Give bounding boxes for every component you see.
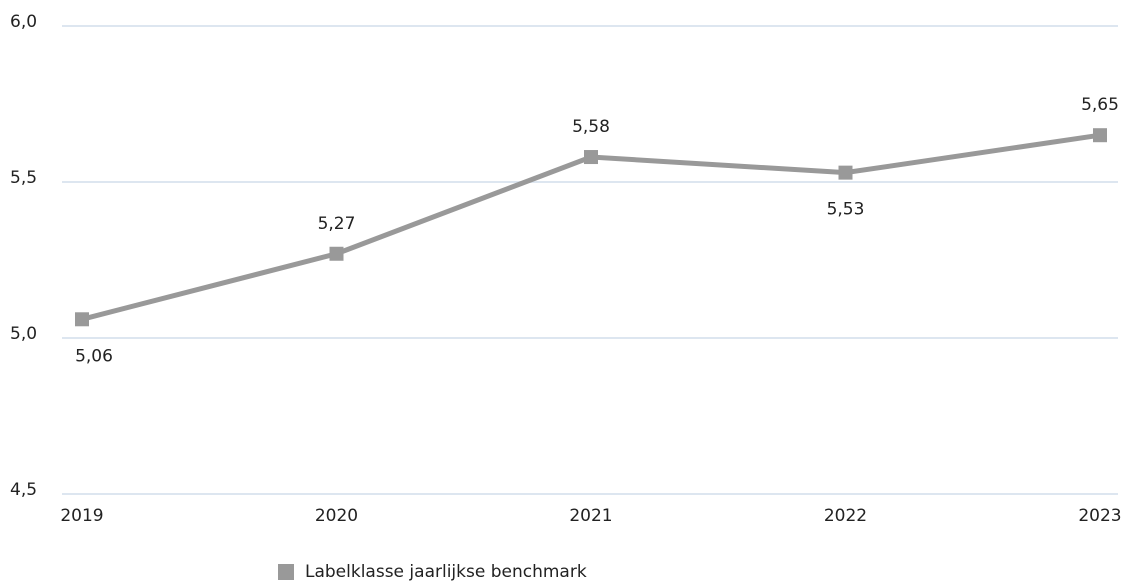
point (75, 312, 89, 327)
point (329, 246, 344, 261)
point (1093, 128, 1107, 143)
x-tick-label: 2023 (1078, 506, 1121, 526)
data-label: 5,06 (75, 346, 113, 366)
data-label: 5,58 (572, 117, 610, 137)
legend-label: Labelklasse jaarlijkse benchmark (305, 562, 587, 582)
x-tick-label: 2019 (60, 506, 103, 526)
point (838, 165, 853, 180)
y-tick-label: 6,0 (10, 12, 37, 32)
data-label: 5,65 (1081, 95, 1119, 115)
point (584, 150, 598, 165)
x-tick-label: 2021 (569, 506, 612, 526)
y-tick-label: 4,5 (10, 480, 37, 500)
x-tick-label: 2020 (315, 506, 358, 526)
legend-swatch (278, 564, 294, 580)
data-label: 5,53 (827, 200, 865, 220)
data-label: 5,27 (318, 214, 356, 234)
x-tick-label: 2022 (824, 506, 867, 526)
y-tick-label: 5,0 (10, 324, 37, 344)
y-tick-label: 5,5 (10, 168, 37, 188)
